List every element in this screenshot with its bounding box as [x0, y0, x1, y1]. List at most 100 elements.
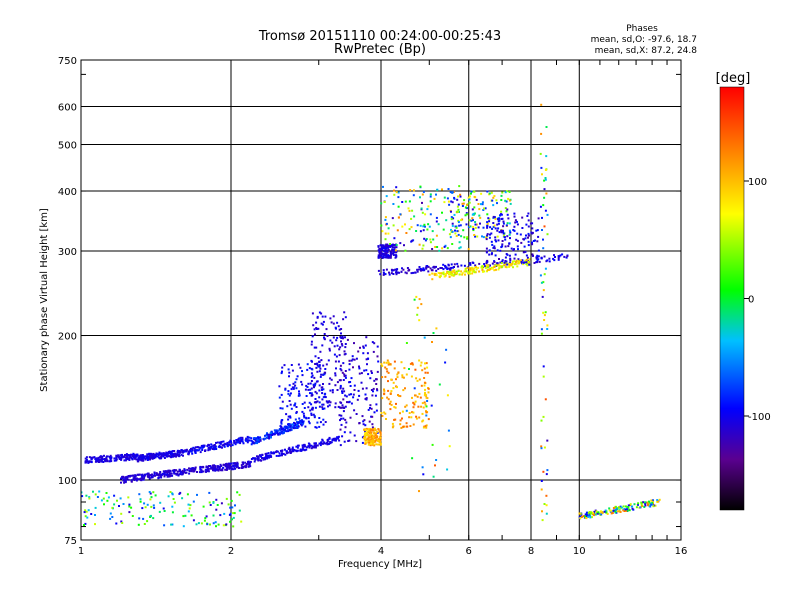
data-point — [553, 259, 556, 262]
data-point — [146, 453, 149, 456]
data-point — [657, 500, 659, 503]
data-point — [220, 465, 223, 468]
data-point — [147, 458, 150, 461]
data-point — [491, 243, 494, 246]
data-point — [414, 394, 416, 397]
data-point — [110, 456, 113, 459]
data-point — [412, 406, 415, 409]
data-point — [296, 424, 299, 427]
series-21 — [405, 295, 451, 493]
data-point — [195, 523, 198, 526]
data-point — [141, 459, 144, 462]
data-point — [372, 443, 375, 446]
data-point — [178, 453, 180, 456]
data-point — [493, 216, 496, 219]
data-point — [429, 213, 432, 216]
data-point — [153, 506, 156, 509]
data-point — [624, 505, 627, 508]
data-point — [376, 439, 379, 442]
data-point — [307, 388, 310, 391]
data-point — [182, 515, 185, 518]
data-point — [201, 449, 204, 451]
data-point — [219, 469, 222, 472]
data-point — [186, 468, 189, 471]
data-point — [289, 415, 292, 418]
data-point — [149, 492, 152, 495]
data-point — [457, 208, 460, 211]
data-point — [528, 262, 530, 265]
data-point — [527, 219, 530, 222]
data-point — [413, 387, 416, 390]
data-point — [85, 456, 88, 459]
data-point — [540, 419, 543, 422]
data-point — [291, 386, 294, 389]
data-point — [367, 429, 370, 432]
data-point — [504, 207, 507, 210]
data-point — [640, 505, 643, 507]
data-point — [364, 434, 367, 437]
data-point — [503, 261, 506, 264]
data-point — [340, 406, 342, 409]
data-point — [426, 208, 429, 211]
data-point — [623, 508, 626, 511]
data-point — [172, 470, 175, 473]
data-point — [229, 506, 232, 509]
data-point — [544, 311, 547, 314]
data-point — [365, 428, 367, 431]
data-point — [423, 367, 426, 370]
data-point — [327, 359, 330, 362]
data-point — [296, 427, 299, 429]
data-point — [335, 355, 338, 358]
data-point — [425, 394, 428, 397]
data-point — [586, 515, 588, 518]
data-point — [287, 392, 290, 395]
data-point — [376, 438, 379, 441]
data-point — [604, 509, 607, 512]
data-point — [282, 452, 285, 455]
data-point — [492, 246, 495, 249]
data-point — [628, 509, 631, 512]
data-point — [366, 363, 368, 366]
data-point — [314, 355, 317, 358]
data-point — [280, 421, 283, 424]
data-point — [344, 346, 347, 349]
data-point — [341, 344, 344, 347]
data-point — [342, 417, 345, 420]
data-point — [251, 440, 254, 443]
data-point — [478, 208, 481, 211]
data-point — [557, 258, 560, 261]
data-point — [97, 456, 100, 459]
data-point — [345, 395, 348, 398]
data-point — [364, 431, 367, 434]
data-point — [163, 453, 166, 456]
data-point — [208, 465, 210, 467]
data-point — [351, 355, 354, 358]
data-point — [196, 471, 198, 473]
data-point — [321, 386, 324, 389]
data-point — [525, 254, 528, 257]
data-point — [281, 370, 283, 373]
data-point — [175, 454, 178, 457]
phase-summary-o: mean, sd,O: -97.6, 18.7 — [591, 35, 697, 45]
data-point — [314, 398, 317, 400]
data-point — [120, 481, 122, 484]
data-point — [132, 456, 135, 459]
data-point — [217, 523, 220, 526]
data-point — [300, 449, 303, 452]
data-point — [385, 245, 388, 248]
data-point — [177, 474, 180, 477]
data-point — [513, 225, 516, 228]
data-point — [81, 495, 84, 498]
data-point — [450, 228, 452, 231]
data-point — [622, 505, 625, 508]
data-point — [389, 363, 392, 366]
data-point — [304, 425, 307, 428]
data-point — [169, 491, 172, 493]
data-point — [257, 436, 260, 439]
data-point — [171, 505, 174, 508]
data-point — [213, 447, 216, 450]
data-point — [486, 226, 489, 229]
data-point — [159, 475, 162, 478]
data-point — [215, 468, 218, 471]
data-point — [257, 459, 260, 462]
